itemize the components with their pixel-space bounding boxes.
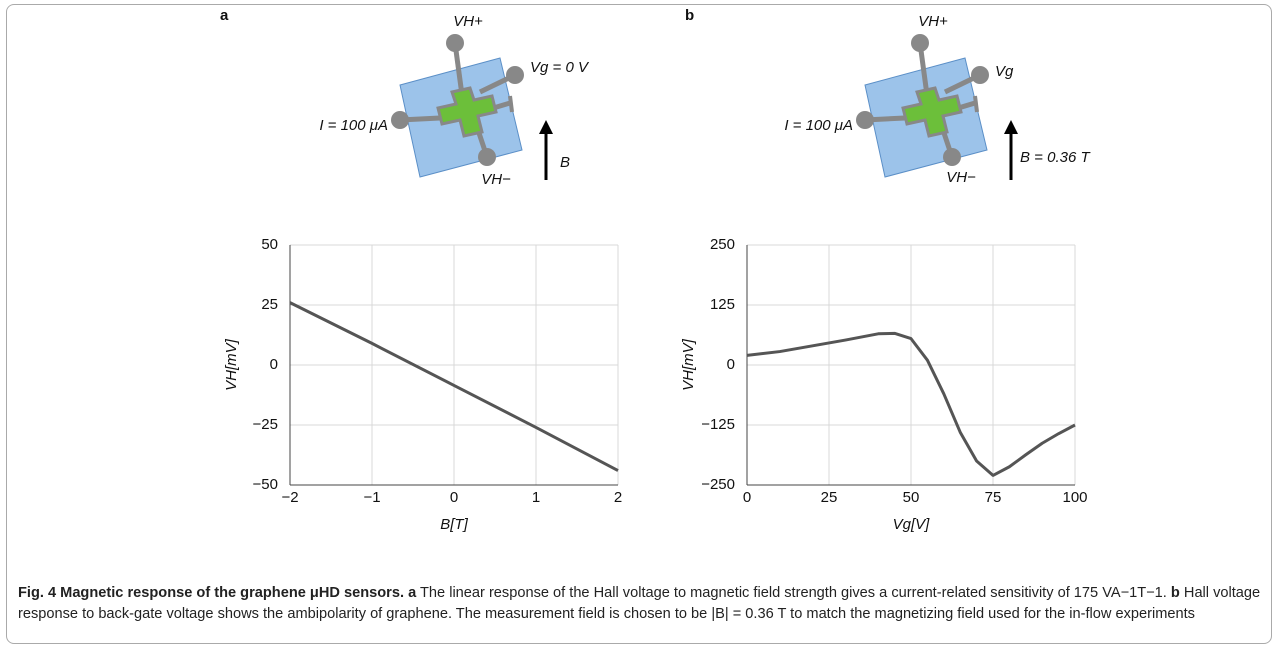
y-tick-label: 0 xyxy=(727,356,735,373)
diagram-label: VH− xyxy=(481,171,511,188)
x-tick-label: 0 xyxy=(743,489,751,506)
caption: Fig. 4 Magnetic response of the graphene… xyxy=(18,583,1263,625)
device-diagram xyxy=(391,34,553,180)
caption-title: Fig. 4 Magnetic response of the graphene… xyxy=(18,585,405,601)
diagram-label: Vg = 0 V xyxy=(530,59,590,76)
diagram-label: VH− xyxy=(946,169,976,186)
data-line xyxy=(289,301,619,472)
x-tick-label: 1 xyxy=(532,489,540,506)
diagram-label: Vg xyxy=(995,63,1014,80)
x-tick-label: −1 xyxy=(363,489,380,506)
x-tick-label: 0 xyxy=(450,489,458,506)
device-diagram xyxy=(856,34,1018,180)
caption-panel-label: a xyxy=(408,585,417,601)
panel-label: b xyxy=(685,7,694,24)
x-axis-label: Vg[V] xyxy=(893,516,931,533)
panel-label: a xyxy=(220,7,229,24)
contact xyxy=(478,148,496,166)
y-tick-label: 25 xyxy=(261,296,278,313)
contact xyxy=(911,34,929,52)
x-tick-label: 2 xyxy=(614,489,622,506)
diagram-label: B xyxy=(560,154,570,171)
caption-text: Hall voltage response to back-gate volta… xyxy=(18,585,1261,622)
contact xyxy=(971,66,989,84)
y-tick-label: −50 xyxy=(253,476,278,493)
diagram-label: VH+ xyxy=(453,13,483,30)
y-axis-label: VH[mV] xyxy=(680,338,697,391)
y-tick-label: 125 xyxy=(710,296,735,313)
diagram-label: VH+ xyxy=(918,13,948,30)
y-axis-label: VH[mV] xyxy=(223,338,240,391)
y-tick-label: −250 xyxy=(701,476,735,493)
diagram-label: B = 0.36 T xyxy=(1020,149,1091,166)
y-tick-label: 0 xyxy=(270,356,278,373)
graphene xyxy=(901,86,963,138)
contact xyxy=(856,111,874,129)
contact xyxy=(391,111,409,129)
graphene xyxy=(436,86,498,138)
contact xyxy=(506,66,524,84)
x-axis-label: B[T] xyxy=(440,516,468,533)
y-tick-label: −25 xyxy=(253,416,278,433)
caption-text: The linear response of the Hall voltage … xyxy=(420,585,1167,601)
contact xyxy=(943,148,961,166)
field-arrow-head xyxy=(1004,120,1018,134)
x-tick-label: 100 xyxy=(1062,489,1087,506)
y-tick-label: 250 xyxy=(710,236,735,253)
lead xyxy=(973,95,979,113)
figure-frame xyxy=(6,4,1272,644)
data-line xyxy=(746,331,1076,477)
contact xyxy=(446,34,464,52)
x-tick-label: 25 xyxy=(821,489,838,506)
diagram-label: I = 100 μA xyxy=(319,117,388,134)
field-arrow-head xyxy=(539,120,553,134)
lead xyxy=(508,95,514,113)
x-tick-label: −2 xyxy=(281,489,298,506)
caption-panel-label: b xyxy=(1170,585,1180,601)
x-tick-label: 75 xyxy=(985,489,1002,506)
y-tick-label: 50 xyxy=(261,236,278,253)
x-tick-label: 50 xyxy=(903,489,920,506)
y-tick-label: −125 xyxy=(701,416,735,433)
diagram-label: I = 100 μA xyxy=(784,117,853,134)
